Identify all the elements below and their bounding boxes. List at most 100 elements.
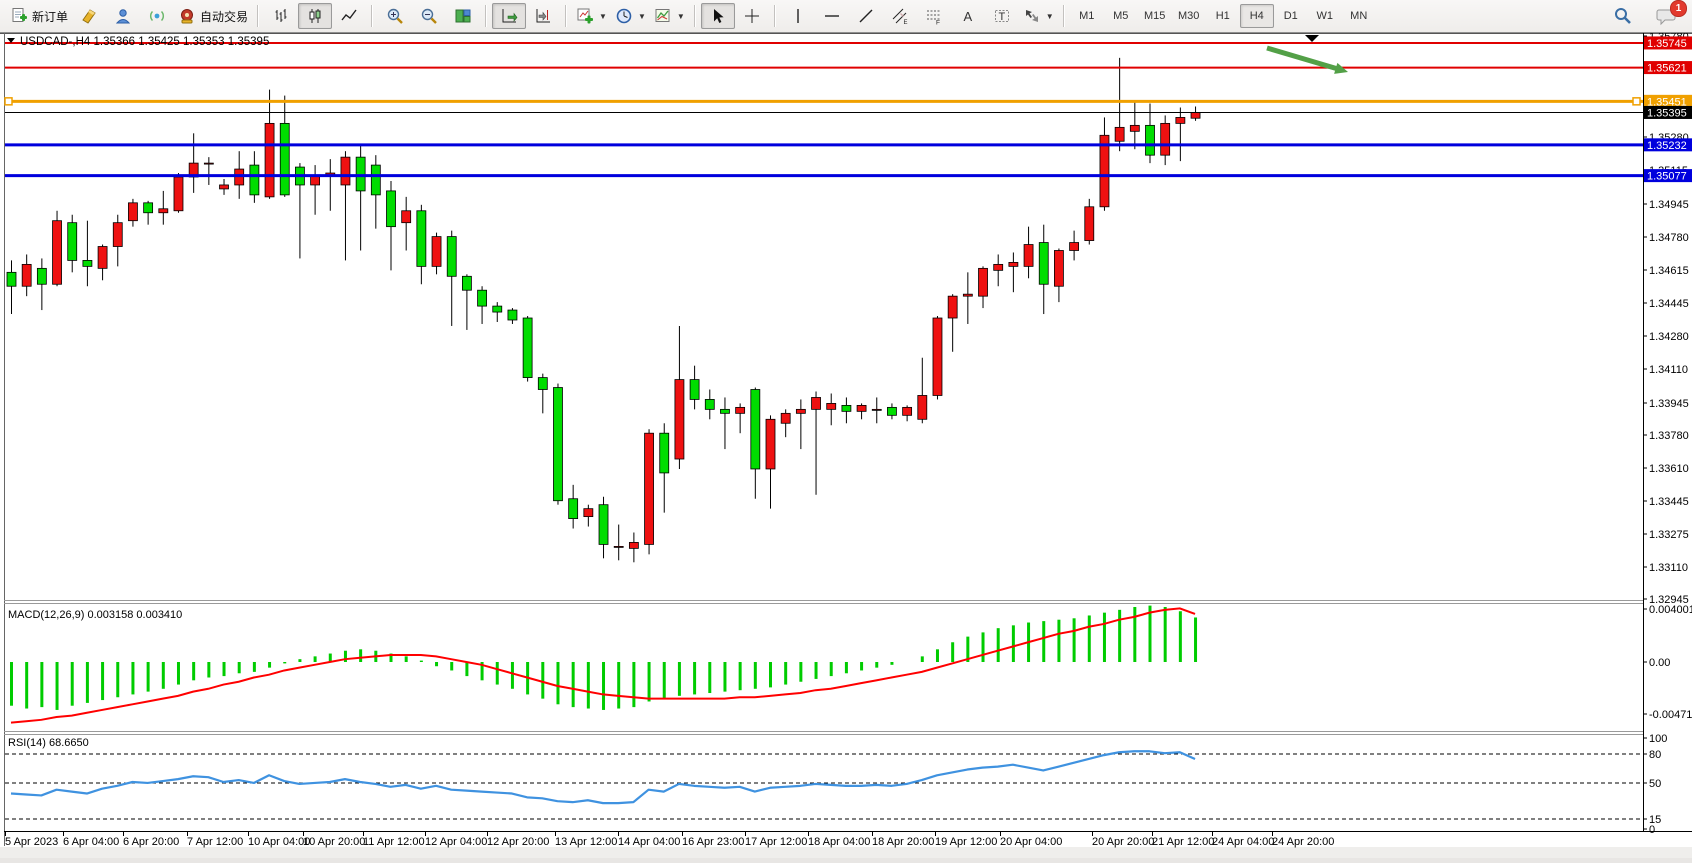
candle-body (1069, 242, 1079, 251)
fibonacci-tool-button[interactable]: F (917, 3, 951, 29)
timeframe-m5[interactable]: M5 (1113, 10, 1129, 22)
candle-body (446, 236, 457, 277)
svg-text:T: T (998, 11, 1005, 23)
rsi-line (10, 750, 1196, 805)
new-order-button[interactable]: 新订单 (6, 3, 72, 29)
timeframe-m1[interactable]: M1 (1079, 10, 1095, 22)
timeframe-m30[interactable]: M30 (1178, 10, 1200, 22)
candle-body (279, 122, 290, 196)
candle-body (112, 222, 123, 247)
trendline-tool-button[interactable] (849, 3, 883, 29)
shapes-tool-button[interactable]: ▼ (1019, 3, 1058, 29)
time-tick-label: 24 Apr 04:00 (1212, 836, 1274, 848)
bar-chart-icon (275, 9, 287, 22)
candle-body (871, 408, 882, 411)
cursor-icon (713, 9, 724, 23)
cursor-tool-button[interactable] (700, 3, 735, 29)
price-badge (1644, 169, 1692, 183)
chart-shift-button[interactable] (526, 3, 560, 29)
zoom-out-button[interactable] (412, 3, 446, 29)
time-tick-label: 11 Apr 12:00 (363, 836, 425, 848)
price-badge-label: 1.35232 (1647, 140, 1687, 152)
rsi-axis-label: 50 (1649, 778, 1661, 790)
green-arrow-head (1334, 62, 1348, 74)
trendline-icon (859, 9, 873, 23)
price-badge (1644, 138, 1692, 152)
text-tool-button[interactable]: A (951, 3, 985, 29)
label-tool-button[interactable]: T (985, 3, 1019, 29)
styler-button[interactable] (72, 3, 106, 29)
candle-body (97, 246, 108, 269)
time-tick-label: 20 Apr 20:00 (1092, 836, 1154, 848)
crosshair-tool-button[interactable] (735, 3, 769, 29)
tile-windows-button[interactable] (446, 3, 480, 29)
timeframe-mn[interactable]: MN (1350, 10, 1368, 22)
candlestick-chart-button[interactable] (298, 3, 333, 29)
candle-body (1145, 124, 1155, 156)
timeframe-d1[interactable]: D1 (1283, 10, 1298, 22)
price-badge-label: 1.35077 (1647, 171, 1687, 183)
time-tick-label: 6 Apr 04:00 (63, 836, 119, 848)
timeframe-w1[interactable]: W1 (1316, 10, 1333, 22)
price-tick-label: 1.33610 (1649, 463, 1689, 475)
candle-body (355, 156, 366, 192)
candle-body (811, 397, 821, 410)
timeframe-h1[interactable]: H1 (1215, 10, 1230, 22)
candle-body (962, 293, 973, 297)
svg-text:E: E (903, 20, 907, 25)
macd-axis-label: 0.004001 (1649, 604, 1692, 616)
broadcast-button[interactable] (140, 3, 174, 29)
zoom-out-icon (421, 8, 437, 24)
search-button[interactable] (1606, 3, 1640, 29)
timeframe-h4[interactable]: H4 (1239, 4, 1274, 28)
candle-body (158, 208, 169, 214)
timeframe-m15[interactable]: M15 (1144, 10, 1166, 22)
horizontal-line-tool-button[interactable] (815, 3, 849, 29)
vertical-line-tool-button[interactable] (781, 3, 815, 29)
candle-body (143, 202, 154, 214)
time-tick-label: 5 Apr 2023 (5, 836, 58, 848)
zoom-in-button[interactable] (378, 3, 412, 29)
channel-tool-button[interactable]: E (883, 3, 917, 29)
templates-button[interactable]: ▼ (650, 3, 689, 29)
green-arrow-object[interactable] (1266, 45, 1340, 72)
price-badge (1644, 36, 1692, 50)
chevron-down-icon: ▼ (599, 11, 607, 21)
candle-body (82, 260, 93, 267)
candle-body (826, 403, 837, 410)
candle-body (841, 404, 852, 412)
line-chart-button[interactable] (332, 3, 366, 29)
text-icon: A (963, 9, 972, 24)
chevron-down-icon: ▼ (1045, 11, 1054, 21)
auto-trading-label: 自动交易 (200, 9, 249, 24)
price-badge-label: 1.35621 (1647, 63, 1687, 75)
candle-body (1038, 242, 1049, 285)
candle-body (477, 289, 487, 307)
candle-body (386, 190, 396, 228)
auto-scroll-button[interactable] (492, 3, 527, 29)
candle-body (21, 263, 32, 287)
macd-axis-label: -0.004719 (1649, 709, 1692, 721)
time-tick-label: 17 Apr 12:00 (745, 836, 807, 848)
auto-trading-button[interactable]: 自动交易 (174, 3, 252, 29)
one-click-trading-toggle[interactable] (7, 38, 15, 43)
candle-body (36, 267, 47, 285)
periods-button[interactable]: ▼ (611, 3, 650, 29)
macd-label: MACD(12,26,9) 0.003158 0.003410 (8, 609, 182, 621)
line-handle[interactable] (4, 97, 13, 106)
candle-body (6, 271, 17, 287)
new-chart-button[interactable]: ▼ (572, 3, 611, 29)
candle-body (1008, 262, 1019, 267)
line-handle[interactable] (1632, 97, 1641, 106)
candle-body (1129, 124, 1140, 132)
profile-button[interactable] (106, 3, 140, 29)
bar-chart-button[interactable] (264, 3, 298, 29)
toolbar: 新订单 自动交易 (0, 0, 1692, 33)
toolbar-separator (565, 5, 568, 27)
chart-shift-marker[interactable] (1305, 35, 1319, 42)
chat-button[interactable]: 1 (1650, 0, 1687, 30)
candle-body (583, 508, 594, 518)
price-tick-label: 1.34280 (1649, 331, 1689, 343)
